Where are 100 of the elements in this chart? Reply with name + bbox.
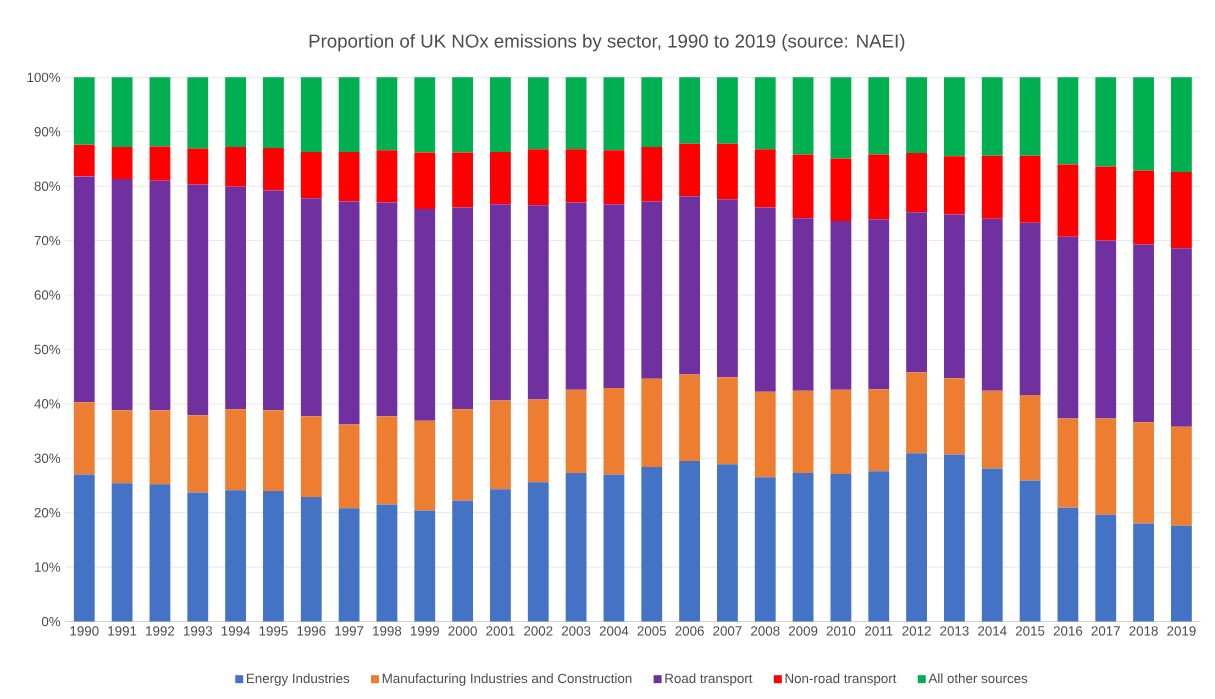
bar (679, 374, 700, 462)
bar (149, 180, 171, 411)
bar (73, 176, 95, 403)
bar (490, 77, 511, 152)
legend-label: Manufacturing Industries and Construction (382, 673, 632, 686)
bar (792, 154, 814, 219)
bar (717, 464, 738, 622)
bar (1171, 77, 1192, 173)
bar (452, 77, 473, 153)
bar (527, 77, 549, 150)
bar (603, 474, 625, 622)
x-tick-label: 1997 (335, 626, 364, 636)
bar (338, 201, 360, 425)
bar (1095, 514, 1117, 622)
bar (679, 143, 700, 197)
x-tick-label: 2014 (978, 626, 1007, 636)
y-tick-label: 100% (27, 72, 61, 83)
bar (754, 77, 776, 150)
bar (792, 77, 814, 155)
bar (527, 399, 549, 483)
bar (300, 151, 322, 199)
bar (149, 484, 171, 622)
bar (300, 496, 322, 622)
x-tick-label: 2012 (902, 626, 931, 636)
x-tick-label: 2000 (448, 626, 477, 636)
chart-title: Proportion of UK NOx emissions by sector, 1990 to 2019 (source: NAEI) (309, 34, 905, 52)
bar (792, 473, 814, 622)
bar (263, 148, 284, 191)
bar (263, 77, 284, 149)
bar (981, 390, 1003, 469)
bar (944, 454, 965, 622)
bar (603, 150, 625, 205)
x-tick-label: 2018 (1129, 626, 1158, 636)
legend-label: Non-road transport (785, 673, 897, 686)
bar (754, 477, 776, 622)
bar (111, 410, 133, 484)
bar (376, 202, 398, 417)
bar (452, 409, 473, 501)
bar (1057, 507, 1079, 622)
bar (754, 391, 776, 478)
bar (414, 510, 436, 622)
bar (111, 179, 133, 411)
bar (830, 158, 852, 222)
y-tick-label: 40% (34, 399, 61, 409)
bar (1019, 155, 1041, 223)
y-tick-label: 20% (34, 508, 61, 518)
bar (490, 204, 511, 401)
bar (225, 77, 247, 148)
x-tick-label: 2009 (788, 626, 818, 636)
bar (73, 77, 95, 145)
bar (868, 219, 890, 390)
bar (944, 156, 965, 215)
bar (1019, 395, 1041, 481)
bar (641, 147, 663, 202)
bar (225, 186, 247, 410)
x-tick-label: 2001 (486, 626, 515, 636)
bar (641, 77, 663, 148)
bar (565, 202, 587, 390)
bar (490, 400, 511, 490)
x-tick-label: 1994 (221, 626, 251, 636)
bar (300, 198, 322, 417)
x-tick-label: 2013 (940, 626, 969, 636)
bar (1095, 240, 1117, 419)
bar (149, 77, 171, 147)
bar (830, 77, 852, 159)
bar (868, 389, 890, 472)
x-tick-label: 1990 (70, 626, 99, 636)
bar (1057, 77, 1079, 165)
legend-label: Road transport (665, 673, 753, 686)
bar (1133, 523, 1154, 622)
bar (1095, 166, 1117, 241)
x-tick-label: 2007 (713, 626, 742, 636)
y-tick-label: 60% (34, 290, 61, 300)
bar (754, 207, 776, 392)
bar (490, 151, 511, 205)
bar (73, 144, 95, 177)
bar (300, 416, 322, 497)
bar (1057, 418, 1079, 508)
bar (1019, 480, 1041, 622)
bar (981, 155, 1003, 219)
bar (149, 410, 171, 485)
bar (906, 212, 927, 373)
bar (641, 378, 663, 468)
bar (1095, 77, 1117, 167)
bar (225, 409, 247, 491)
bar (1095, 418, 1117, 515)
bar (830, 221, 852, 390)
x-tick-label: 2002 (524, 626, 553, 636)
x-tick-label: 2019 (1167, 626, 1196, 636)
bar (830, 474, 852, 622)
x-tick-label: 2017 (1091, 626, 1120, 636)
bar (679, 77, 700, 144)
bar (338, 77, 360, 152)
bar (565, 389, 587, 474)
bar (225, 490, 247, 622)
bar (414, 152, 436, 210)
bar (641, 201, 663, 379)
bar (944, 378, 965, 455)
bar (225, 147, 247, 187)
y-tick-label: 0% (41, 616, 61, 627)
